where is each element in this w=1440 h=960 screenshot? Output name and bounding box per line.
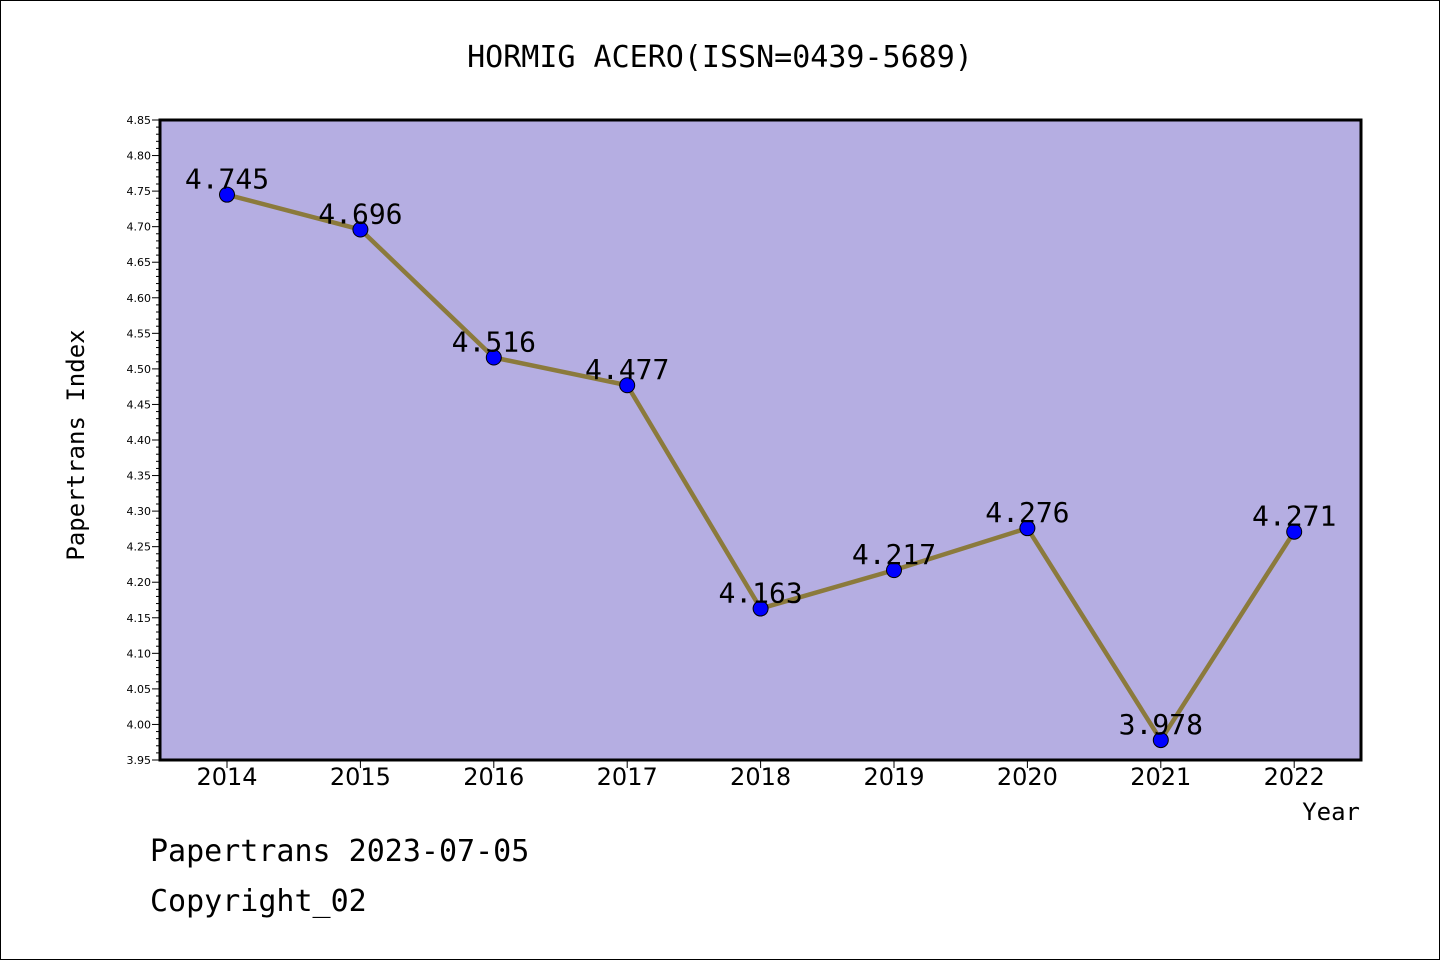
footer-date: Papertrans 2023-07-05 [150,834,530,869]
y-tick-label: 4.20 [127,576,152,589]
y-tick-label: 4.60 [127,292,152,305]
data-label: 4.271 [1252,500,1336,533]
data-point [352,221,369,238]
y-tick-label: 4.65 [127,256,152,269]
x-tick-label: 2019 [863,763,924,791]
data-point [752,600,769,617]
data-label: 4.745 [185,163,269,196]
y-tick-label: 4.30 [127,505,152,518]
data-labels: 4.745 4.696 4.516 4.477 4.163 4.217 4.276 3.978… [185,163,1336,741]
y-tick-label: 4.00 [127,718,152,731]
data-label: 4.276 [985,496,1069,529]
data-point [1152,732,1169,749]
chart-title: HORMIG ACERO(ISSN=0439-5689) [467,40,973,75]
footer-copyright: Copyright_02 [150,884,367,919]
y-tick-label: 4.45 [127,398,152,411]
data-point [485,349,502,366]
y-tick-label: 4.25 [127,541,152,554]
y-tick-label: 4.50 [127,363,152,376]
x-tick-label: 2022 [1264,763,1325,791]
y-tick-label: 4.75 [127,185,152,198]
data-point [1019,520,1036,537]
data-point [886,562,902,579]
data-label: 3.978 [1119,708,1203,741]
data-point [219,186,235,203]
y-tick-label: 3.95 [127,754,152,767]
y-tick-label: 4.70 [127,221,152,234]
y-tick-label: 4.80 [127,150,152,163]
data-label: 4.217 [852,538,936,571]
data-points [219,186,1303,749]
data-label: 4.477 [585,353,669,386]
y-tick-label: 4.55 [127,327,152,340]
y-tick-label: 4.40 [127,434,152,447]
x-tick-label: 2020 [997,763,1058,791]
x-tick-label: 2015 [330,763,391,791]
x-axis-title: Year [1302,798,1360,826]
data-point [1286,523,1303,540]
y-tick-label: 4.85 [127,114,152,127]
y-tick-label: 4.35 [127,470,152,483]
x-tick-label: 2021 [1130,763,1191,791]
data-point [619,377,636,394]
x-tick-label: 2014 [196,763,257,791]
y-tick-label: 4.05 [127,683,152,696]
y-tick-label: 4.10 [127,647,152,660]
data-label: 4.516 [452,326,536,359]
y-tick-label: 4.15 [127,612,152,625]
x-tick-label: 2018 [730,763,791,791]
y-axis-title: Papertrans Index [62,329,90,560]
x-tick-label: 2017 [597,763,658,791]
data-label: 4.696 [318,198,402,231]
x-tick-label: 2016 [463,763,524,791]
x-axis: 2014 2015 2016 2017 2018 2019 2020 2021 2022 [196,760,1325,791]
data-label: 4.163 [718,577,802,610]
y-axis: 3.95 4.00 4.05 4.10 4.15 4.20 4.25 4.30 4.35 4.40… [127,114,160,767]
